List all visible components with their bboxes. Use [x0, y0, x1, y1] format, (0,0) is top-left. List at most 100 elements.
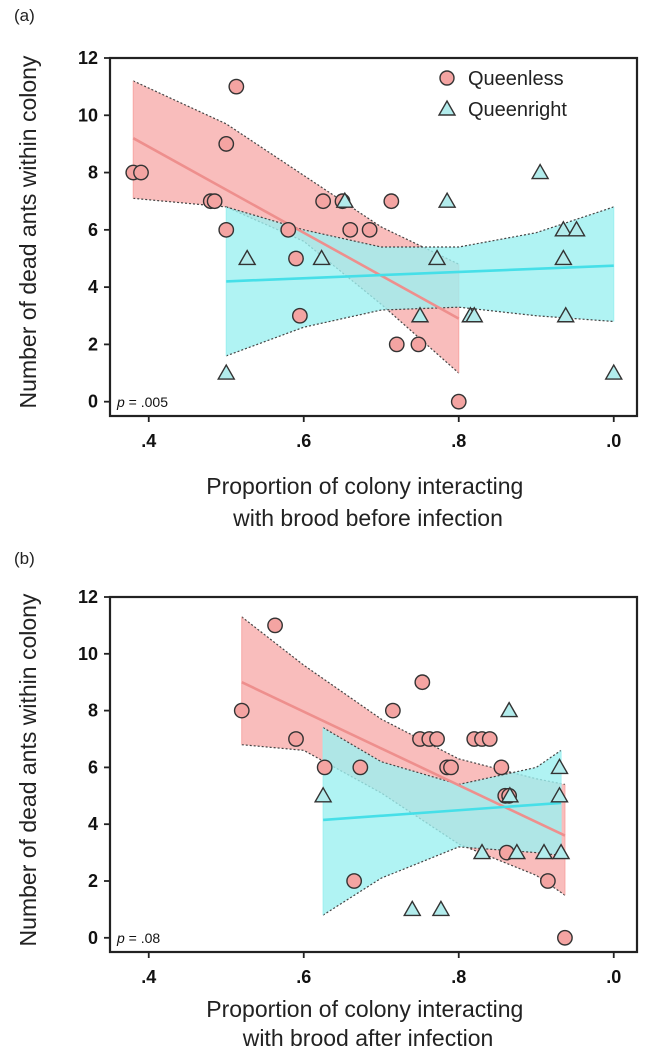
queenright-point	[499, 701, 519, 718]
queenright-point	[313, 786, 333, 803]
queenright-point	[530, 163, 550, 180]
queenless-point	[228, 78, 245, 95]
legend: Queenless Queenright	[437, 68, 567, 121]
panel-b-x-axis-label-line-2: with brood after infection	[242, 1025, 494, 1051]
panel-b: (b) 0 2 4 6 8 10 12 .4 .6 .8 .0 Number of dead an…	[14, 549, 639, 1051]
queenright-point	[556, 306, 575, 323]
panel-b-p-symbol: p	[116, 930, 125, 946]
x-tick-label: .6	[296, 431, 311, 451]
x-tick-label: .4	[141, 431, 156, 451]
panel-a-plot-frame	[108, 56, 639, 418]
queenright-point	[431, 899, 451, 917]
panel-a-p-symbol: p	[116, 394, 125, 410]
queenless-point	[233, 702, 250, 719]
queenright-point	[550, 757, 569, 775]
x-tick-label: .6	[296, 967, 311, 987]
queenless-point	[481, 731, 498, 747]
queenright-point	[465, 306, 484, 323]
queenless-point	[388, 336, 405, 353]
x-tick-label: .0	[606, 967, 621, 987]
queenright-point	[567, 220, 586, 237]
x-tick-label: .4	[141, 967, 156, 987]
panel-b-y-ticks: 0 2 4 6 8 10 12	[78, 587, 110, 948]
panel-a-x-ticks: .4 .6 .8 .0	[141, 416, 621, 451]
queenless-point	[267, 617, 283, 634]
queenright-point	[534, 843, 554, 860]
x-tick-label: .0	[606, 431, 621, 451]
y-tick-label: 2	[88, 871, 98, 891]
legend-queenright-marker	[437, 99, 457, 116]
queenright-point	[554, 249, 573, 266]
queenless-point	[315, 193, 332, 210]
panel-a-data-points	[125, 78, 623, 410]
queenright-point	[507, 843, 527, 860]
queenless-point	[383, 193, 400, 210]
panel-a-y-axis-label: Number of dead ants within colony	[15, 55, 41, 408]
y-tick-label: 0	[88, 928, 98, 948]
panel-b-plot-frame	[108, 595, 639, 954]
panel-a-y-ticks: 0 2 4 6 8 10 12	[78, 48, 110, 412]
queenless-point	[342, 221, 359, 238]
queenless-point	[346, 873, 363, 889]
queenright-point	[403, 899, 422, 917]
y-tick-label: 4	[88, 277, 98, 297]
panel-b-x-ticks: .4 .6 .8 .0	[141, 952, 621, 987]
x-tick-label: .8	[451, 431, 466, 451]
panel-b-label: (b)	[14, 549, 35, 568]
queenless-point	[316, 759, 333, 776]
queenless-ci-lower-edge	[133, 197, 460, 374]
queenless-point	[557, 929, 573, 946]
y-tick-label: 12	[78, 48, 98, 68]
y-tick-label: 2	[88, 334, 98, 354]
queenright-confidence-band	[323, 727, 562, 916]
y-tick-label: 6	[88, 220, 98, 240]
legend-queenless-marker	[439, 70, 455, 86]
queenless-point	[206, 193, 223, 210]
queenless-point	[288, 250, 304, 267]
y-tick-label: 12	[78, 587, 98, 607]
queenright-point	[437, 191, 457, 208]
queenright-point	[472, 843, 492, 860]
queenless-point	[539, 873, 556, 889]
y-tick-label: 10	[78, 644, 98, 664]
queenless-point	[133, 164, 149, 181]
queenright-point	[217, 363, 236, 380]
queenright-fit-line	[226, 264, 614, 283]
panel-a-x-axis-label-line-1: Proportion of colony interacting	[206, 473, 523, 499]
queenright-fit-line	[323, 801, 562, 822]
queenright-point	[551, 843, 571, 860]
panel-b-confidence-bands	[241, 616, 566, 916]
queenright-point	[604, 363, 623, 380]
queenright-point	[500, 786, 520, 803]
y-tick-label: 4	[88, 814, 98, 834]
y-tick-label: 0	[88, 392, 98, 412]
queenless-point	[493, 759, 510, 776]
y-tick-label: 10	[78, 105, 98, 125]
panel-a-label: (a)	[14, 6, 35, 25]
panel-a-x-axis-label-line-2: with brood before infection	[232, 505, 503, 531]
legend-queenright-label: Queenright	[468, 99, 567, 121]
queenless-point	[291, 307, 308, 324]
panel-b-x-axis-label: Proportion of colony interacting with br…	[206, 996, 529, 1051]
queenless-point	[384, 702, 401, 719]
queenright-point	[550, 786, 569, 803]
queenless-point	[414, 674, 431, 691]
y-tick-label: 8	[88, 701, 98, 721]
queenless-point	[361, 221, 378, 238]
queenless-point	[410, 336, 427, 353]
queenright-point	[312, 249, 331, 266]
queenless-point	[218, 136, 235, 152]
x-tick-label: .8	[451, 967, 466, 987]
panel-b-p-text: = .08	[125, 930, 161, 946]
queenright-point	[554, 220, 573, 237]
queenless-point	[443, 759, 459, 776]
panel-b-fit-lines	[241, 681, 566, 837]
queenless-point	[288, 731, 304, 747]
panel-a-x-axis-label: Proportion of colony interacting with br…	[206, 473, 529, 531]
y-tick-label: 8	[88, 163, 98, 183]
y-tick-label: 6	[88, 757, 98, 777]
queenright-point	[410, 306, 430, 323]
queenless-point	[450, 393, 467, 410]
panel-b-p-value: p = .08	[116, 930, 160, 946]
